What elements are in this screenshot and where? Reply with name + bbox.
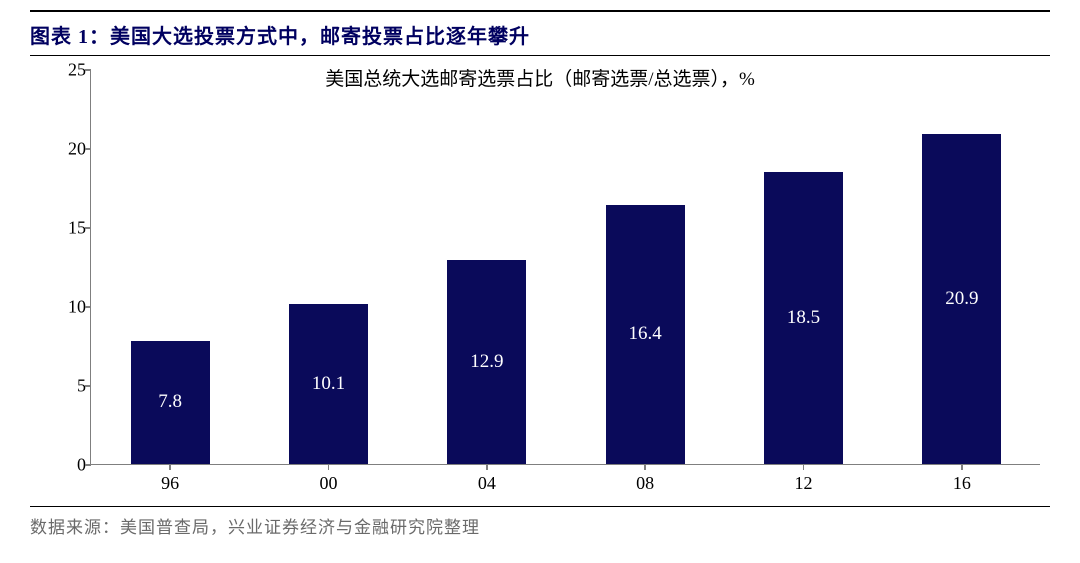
bar: 12.9 bbox=[447, 260, 526, 464]
bar-value-label: 10.1 bbox=[289, 373, 368, 395]
figure-title: 图表 1：美国大选投票方式中，邮寄投票占比逐年攀升 bbox=[30, 16, 1050, 55]
bar-value-label: 12.9 bbox=[447, 351, 526, 373]
y-tick-mark bbox=[85, 464, 91, 466]
x-tick-mark bbox=[169, 464, 171, 470]
y-tick-label: 10 bbox=[46, 297, 86, 318]
x-tick-mark bbox=[644, 464, 646, 470]
y-tick-label: 5 bbox=[46, 376, 86, 397]
x-tick-label: 00 bbox=[320, 473, 338, 494]
x-tick-label: 12 bbox=[795, 473, 813, 494]
footer-rule bbox=[30, 506, 1050, 507]
x-tick-label: 08 bbox=[636, 473, 654, 494]
x-tick-mark bbox=[328, 464, 330, 470]
y-tick-mark bbox=[85, 306, 91, 308]
y-tick-mark bbox=[85, 385, 91, 387]
x-tick-label: 96 bbox=[161, 473, 179, 494]
bar: 16.4 bbox=[606, 205, 685, 464]
y-tick-mark bbox=[85, 69, 91, 71]
y-tick-label: 25 bbox=[46, 60, 86, 81]
y-tick-mark bbox=[85, 148, 91, 150]
x-tick-mark bbox=[486, 464, 488, 470]
y-tick-label: 0 bbox=[46, 455, 86, 476]
y-tick-label: 15 bbox=[46, 218, 86, 239]
x-tick-mark bbox=[961, 464, 963, 470]
bar: 10.1 bbox=[289, 304, 368, 464]
bar-value-label: 7.8 bbox=[131, 391, 210, 413]
bar: 20.9 bbox=[922, 134, 1001, 464]
bar: 18.5 bbox=[764, 172, 843, 464]
header-rule bbox=[30, 10, 1050, 12]
y-tick-label: 20 bbox=[46, 139, 86, 160]
bar-value-label: 18.5 bbox=[764, 307, 843, 329]
x-tick-mark bbox=[803, 464, 805, 470]
bar-value-label: 16.4 bbox=[606, 323, 685, 345]
title-rule bbox=[30, 55, 1050, 56]
chart-area: 美国总统大选邮寄选票占比（邮寄选票/总选票），% 0510152025967.8… bbox=[30, 62, 1050, 502]
y-tick-mark bbox=[85, 227, 91, 229]
source-text: 数据来源：美国普查局，兴业证券经济与金融研究院整理 bbox=[30, 513, 1050, 538]
x-tick-label: 16 bbox=[953, 473, 971, 494]
bar-value-label: 20.9 bbox=[922, 288, 1001, 310]
bar: 7.8 bbox=[131, 341, 210, 464]
plot-region: 0510152025967.80010.10412.90816.41218.51… bbox=[90, 70, 1040, 465]
x-tick-label: 04 bbox=[478, 473, 496, 494]
